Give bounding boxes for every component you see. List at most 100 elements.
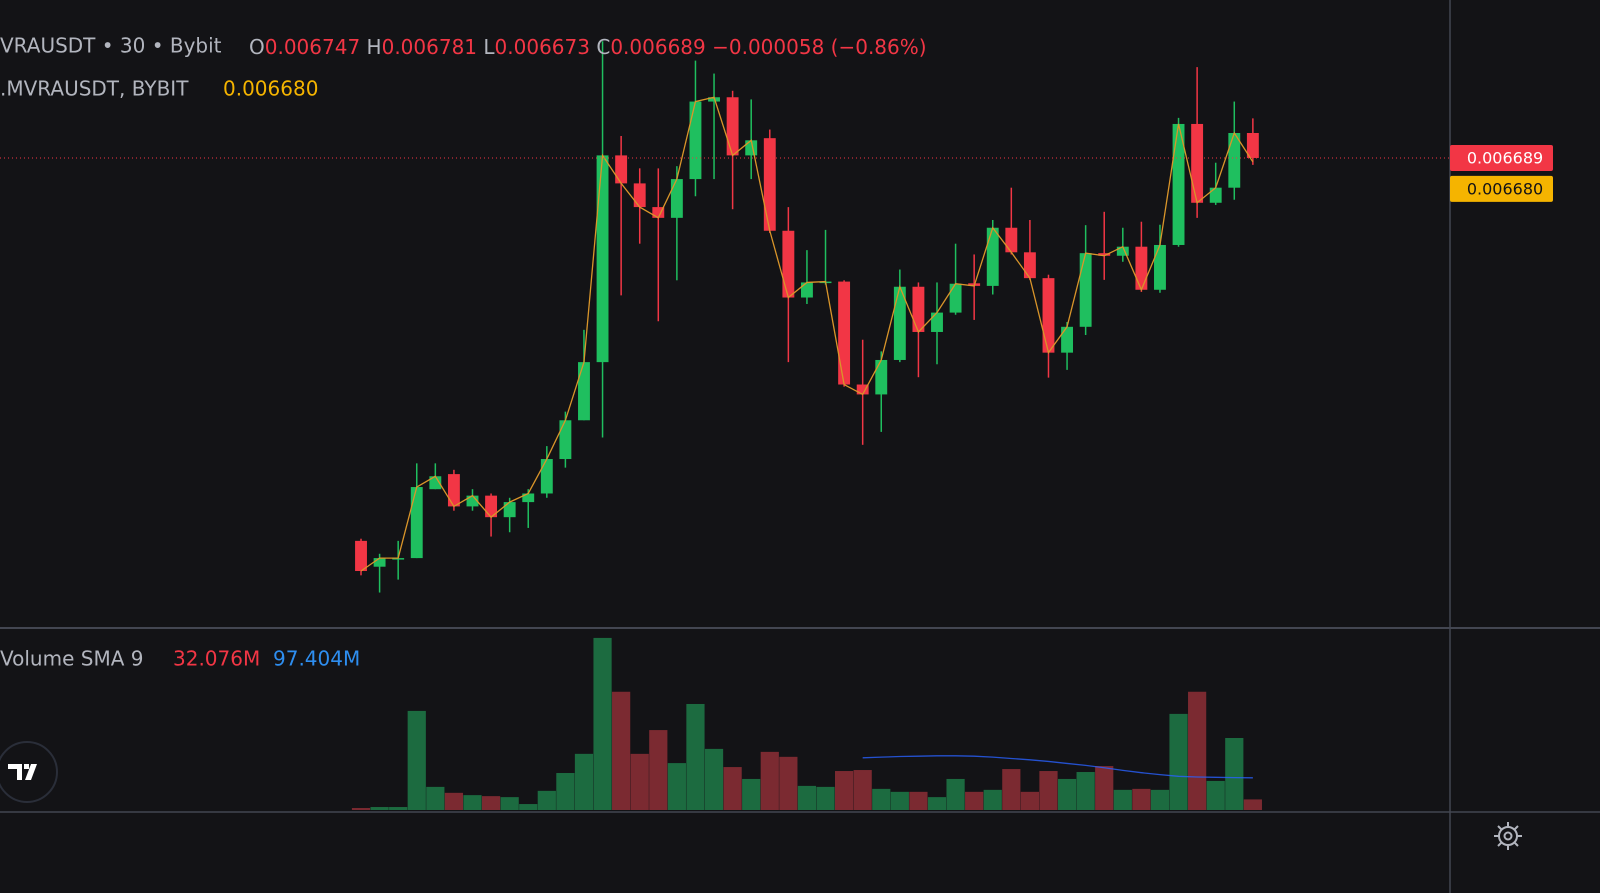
volume-bar bbox=[556, 773, 575, 810]
volume-bar bbox=[351, 808, 371, 810]
volume-bar bbox=[1132, 788, 1151, 810]
volume-bar bbox=[946, 778, 965, 810]
price-tag bbox=[1450, 144, 1553, 171]
candle-body bbox=[615, 155, 628, 184]
volume-bar bbox=[1095, 766, 1114, 810]
candle-body bbox=[708, 97, 720, 102]
volume-value: 32.076M bbox=[173, 647, 260, 671]
candle-body bbox=[912, 286, 925, 332]
volume-bar bbox=[686, 703, 705, 810]
legend-value: 0.006781 bbox=[382, 35, 477, 59]
candle-body bbox=[1042, 278, 1055, 353]
candle-body bbox=[986, 227, 999, 286]
volume-bar bbox=[444, 792, 464, 810]
candle-body bbox=[949, 283, 962, 313]
volume-bar bbox=[983, 789, 1002, 810]
volume-bar bbox=[1243, 799, 1262, 810]
volume-bar bbox=[481, 796, 501, 810]
volume-bar bbox=[834, 771, 854, 810]
candle-body bbox=[503, 502, 516, 518]
legend-value: 0.006747 bbox=[265, 35, 360, 59]
volume-bar bbox=[1113, 789, 1132, 810]
candle-body bbox=[522, 493, 535, 503]
candle-body bbox=[1116, 246, 1129, 256]
volume-bar bbox=[965, 791, 984, 810]
volume-bar bbox=[909, 791, 928, 810]
candle-body bbox=[447, 474, 460, 507]
volume-bar bbox=[1169, 713, 1188, 810]
candle-body bbox=[689, 101, 702, 180]
candle-body bbox=[1098, 253, 1111, 256]
overlay-line bbox=[360, 96, 1254, 572]
volume-bar bbox=[500, 797, 519, 810]
labels-layer: 0.006689 0.006680 bbox=[1450, 144, 1553, 202]
candle-body bbox=[596, 155, 609, 363]
candle-body bbox=[931, 312, 943, 332]
candle-body bbox=[1228, 132, 1241, 188]
legend-value: 0.006673 bbox=[495, 35, 590, 59]
overlay-value: 0.006680 bbox=[223, 77, 318, 101]
candle-body bbox=[782, 230, 795, 298]
price-tag bbox=[1450, 175, 1553, 202]
candle-body bbox=[559, 420, 572, 460]
candle-body bbox=[466, 495, 479, 507]
candle-body bbox=[1172, 123, 1185, 245]
legend-key: O bbox=[249, 35, 265, 59]
volume-bar bbox=[1206, 780, 1225, 810]
volume-bar bbox=[667, 763, 686, 810]
volume-bar bbox=[630, 753, 649, 810]
volume-bar bbox=[519, 804, 538, 810]
volume-bar bbox=[704, 748, 724, 810]
volume-bar bbox=[1039, 771, 1058, 810]
volume-bar bbox=[1225, 738, 1244, 810]
volume-bar bbox=[649, 730, 668, 810]
tradingview-logo bbox=[0, 741, 58, 803]
candle-body bbox=[1023, 252, 1036, 279]
candle-body bbox=[856, 384, 869, 395]
candle-body bbox=[1135, 246, 1148, 290]
candle-body bbox=[726, 97, 739, 156]
sma-value: 97.404M bbox=[273, 647, 360, 671]
volume-bar bbox=[1057, 778, 1077, 810]
candle-body bbox=[670, 179, 683, 218]
candle-body bbox=[745, 140, 758, 156]
volume-bar bbox=[742, 778, 761, 810]
candle-body bbox=[578, 362, 590, 421]
price-tag-label: 0.006689 bbox=[1467, 148, 1543, 167]
volume-bar bbox=[1002, 769, 1021, 810]
volume-bar bbox=[872, 788, 891, 810]
volume-bar bbox=[537, 790, 556, 810]
volume-bar bbox=[1076, 772, 1095, 810]
volume-bar bbox=[723, 767, 742, 810]
legend-key: C bbox=[596, 35, 610, 59]
candle-body bbox=[1191, 123, 1204, 203]
candle-body bbox=[633, 183, 646, 208]
volume-bar bbox=[370, 807, 389, 810]
legend-key: H bbox=[367, 35, 382, 59]
ohlc-legend: O0.006747 H0.006781 L0.006673 C0.006689 … bbox=[249, 35, 927, 59]
candle-body bbox=[875, 359, 888, 395]
volume-title: Volume SMA 9 bbox=[0, 647, 143, 671]
volume-bar bbox=[1150, 789, 1170, 810]
volume-bar bbox=[574, 753, 594, 810]
candle-body bbox=[392, 558, 405, 560]
volume-bar bbox=[760, 751, 779, 810]
candle-body bbox=[1079, 253, 1092, 327]
volume-bar bbox=[927, 797, 947, 810]
volume-bar bbox=[463, 795, 482, 810]
volume-bar bbox=[407, 710, 426, 810]
candle-body bbox=[652, 207, 665, 218]
volume-bar bbox=[1020, 791, 1040, 810]
candle-body bbox=[1209, 187, 1222, 203]
volume-bar bbox=[1188, 691, 1207, 810]
volume-bar bbox=[389, 807, 408, 810]
candle-body bbox=[800, 282, 813, 298]
candle-body bbox=[355, 540, 367, 572]
volume-bar bbox=[890, 791, 909, 810]
candle-body bbox=[540, 459, 553, 494]
sma-line bbox=[862, 755, 1253, 779]
candle-body bbox=[838, 281, 851, 385]
volume-bar bbox=[593, 637, 612, 810]
settings-icon[interactable] bbox=[1494, 822, 1522, 850]
